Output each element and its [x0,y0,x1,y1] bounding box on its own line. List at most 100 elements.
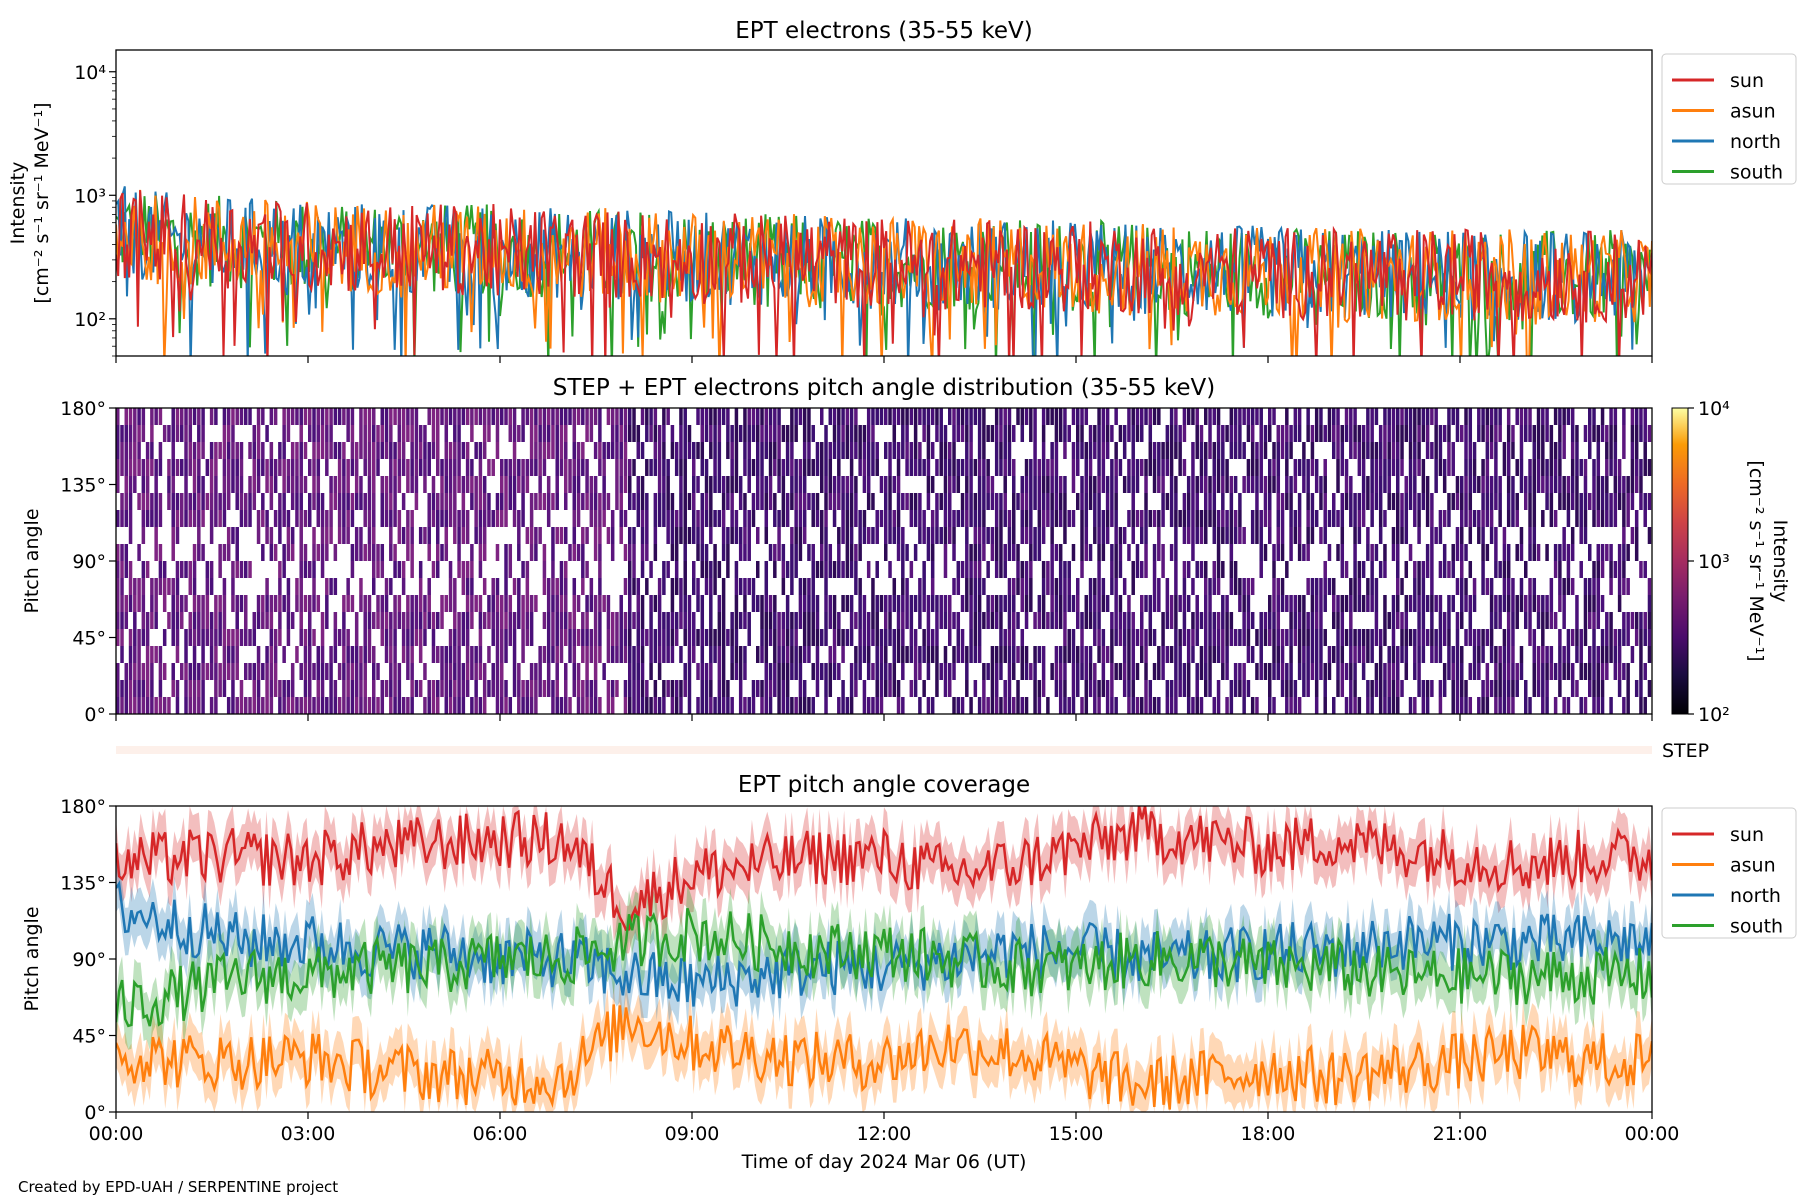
heatmap-cell [1144,527,1148,544]
heatmap-cell [312,629,316,646]
heatmap-cell [1208,408,1212,425]
heatmap-cell [278,561,282,578]
heatmap-cell [683,544,687,561]
heatmap-cell [1071,544,1076,561]
heatmap-cell [743,510,747,527]
heatmap-cell [884,663,888,680]
heatmap-cell [214,595,218,612]
heatmap-cell [645,459,649,476]
heatmap-cell [781,459,786,476]
heatmap-cell [1451,493,1455,510]
heatmap-cell [798,595,803,612]
heatmap-cell [1276,595,1281,612]
heatmap-cell [930,544,935,561]
heatmap-cell [457,476,461,493]
heatmap-cell [201,493,205,510]
heatmap-cell [858,578,862,595]
heatmap-cell [785,493,790,510]
heatmap-cell [1148,425,1153,442]
heatmap-cell [1046,459,1050,476]
heatmap-cell [1093,425,1097,442]
heatmap-cell [1127,476,1131,493]
heatmap-cell [918,612,922,629]
heatmap-cell [418,595,423,612]
heatmap-cell [205,459,210,476]
heatmap-cell [1327,510,1332,527]
heatmap-cell [380,442,385,459]
heatmap-cell [342,595,346,612]
heatmap-cell [1583,493,1588,510]
heatmap-cell [1609,578,1613,595]
heatmap-cell [1481,697,1485,714]
heatmap-cell [832,629,837,646]
heatmap-cell [555,459,559,476]
heatmap-cell [299,629,303,646]
heatmap-cell [1186,629,1191,646]
heatmap-cell [1101,408,1106,425]
heatmap-cell [1408,476,1413,493]
heatmap-cell [1293,680,1298,697]
heatmap-cell [482,493,487,510]
heatmap-cell [884,527,888,544]
heatmap-cell [337,493,342,510]
heatmap-cell [866,459,871,476]
heatmap-cell [1485,476,1490,493]
heatmap-cell [393,442,397,459]
heatmap-cell [1489,476,1494,493]
heatmap-cell [278,493,282,510]
heatmap-cell [598,578,602,595]
heatmap-cell [512,425,517,442]
heatmap-cell [657,425,662,442]
heatmap-cell [367,697,372,714]
heatmap-cell [1332,646,1336,663]
heatmap-cell [777,425,781,442]
heatmap-cell [576,459,581,476]
heatmap-cell [858,663,862,680]
heatmap-cell [948,442,952,459]
heatmap-cell [1506,646,1511,663]
heatmap-cell [440,680,444,697]
heatmap-cell [265,578,269,595]
heatmap-cell [913,595,918,612]
heatmap-cell [354,680,359,697]
heatmap-cell [1007,527,1012,544]
heatmap-cell [128,527,133,544]
heatmap-cell [133,629,137,646]
heatmap-cell [683,476,687,493]
heatmap-cell [367,425,372,442]
heatmap-cell [231,680,235,697]
heatmap-cell [802,646,807,663]
heatmap-cell [231,663,235,680]
heatmap-cell [756,561,760,578]
heatmap-cell [1297,527,1302,544]
heatmap-cell [512,629,517,646]
heatmap-cell [1630,425,1635,442]
heatmap-cell [1212,459,1217,476]
heatmap-cell [137,663,141,680]
heatmap-cell [158,510,163,527]
heatmap-cell [1485,544,1490,561]
heatmap-cell [1097,408,1101,425]
heatmap-cell [316,697,321,714]
heatmap-cell [431,561,436,578]
heatmap-cell [948,493,952,510]
heatmap-cell [1549,493,1554,510]
heatmap-cell [209,561,214,578]
heatmap-cell [1020,646,1025,663]
heatmap-cell [512,612,517,629]
heatmap-cell [342,476,346,493]
heatmap-cell [790,646,794,663]
heatmap-cell [926,646,931,663]
heatmap-cell [222,612,227,629]
heatmap-cell [145,561,150,578]
heatmap-cell [282,646,286,663]
heatmap-cell [542,425,547,442]
heatmap-cell [1272,459,1276,476]
heatmap-cell [226,663,231,680]
heatmap-cell [128,646,133,663]
heatmap-cell [837,408,841,425]
heatmap-cell [1182,527,1187,544]
heatmap-cell [713,442,717,459]
heatmap-cell [734,527,739,544]
heatmap-cell [913,646,918,663]
